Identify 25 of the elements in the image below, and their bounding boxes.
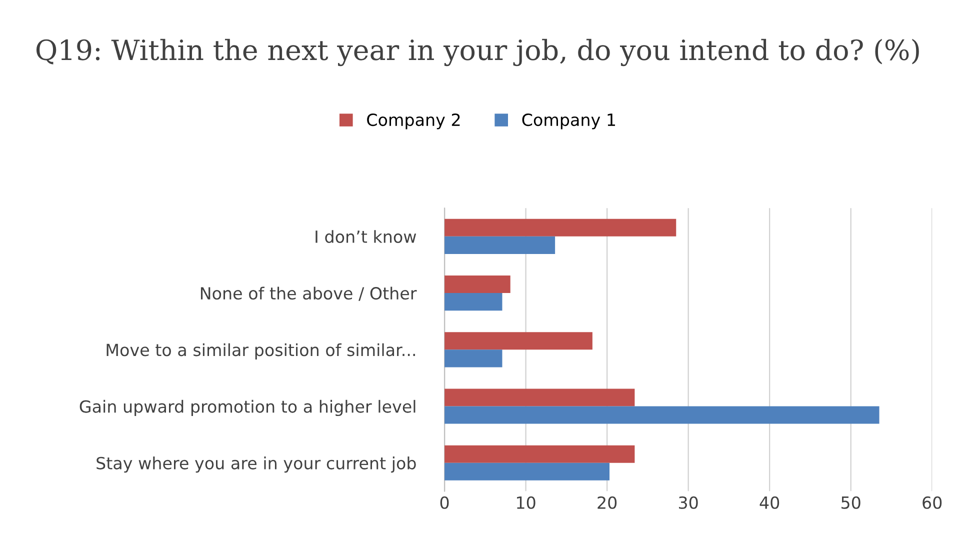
bar <box>444 462 610 480</box>
legend-label: Company 1 <box>522 113 615 130</box>
y-tick-label: Gain upward promotion to a higher level <box>80 400 416 416</box>
bar <box>444 293 502 311</box>
bar <box>444 218 676 236</box>
x-tick-label: 40 <box>760 496 780 509</box>
x-tick-label: 10 <box>517 496 536 509</box>
x-tick-label: 0 <box>440 496 449 509</box>
y-tick-label: Move to a similar position of similar... <box>106 343 415 360</box>
bar <box>444 445 635 463</box>
x-tick-label: 50 <box>842 496 860 509</box>
bar <box>444 236 556 254</box>
y-tick-label: Stay where you are in your current job <box>96 456 416 473</box>
legend-label: Company 2 <box>367 113 460 130</box>
chart-title: Q19: Within the next year in your job, do you intend to do? (%) <box>36 38 919 66</box>
x-tick-label: 30 <box>678 496 698 509</box>
y-tick-label: None of the above / Other <box>200 286 417 301</box>
x-tick-label: 20 <box>598 496 617 509</box>
bar <box>444 350 502 368</box>
bar <box>444 388 635 406</box>
bar <box>444 275 510 294</box>
y-tick-label: I don’t know <box>316 230 416 243</box>
bar <box>444 406 880 424</box>
bar <box>444 332 592 350</box>
x-tick-label: 60 <box>922 496 942 509</box>
